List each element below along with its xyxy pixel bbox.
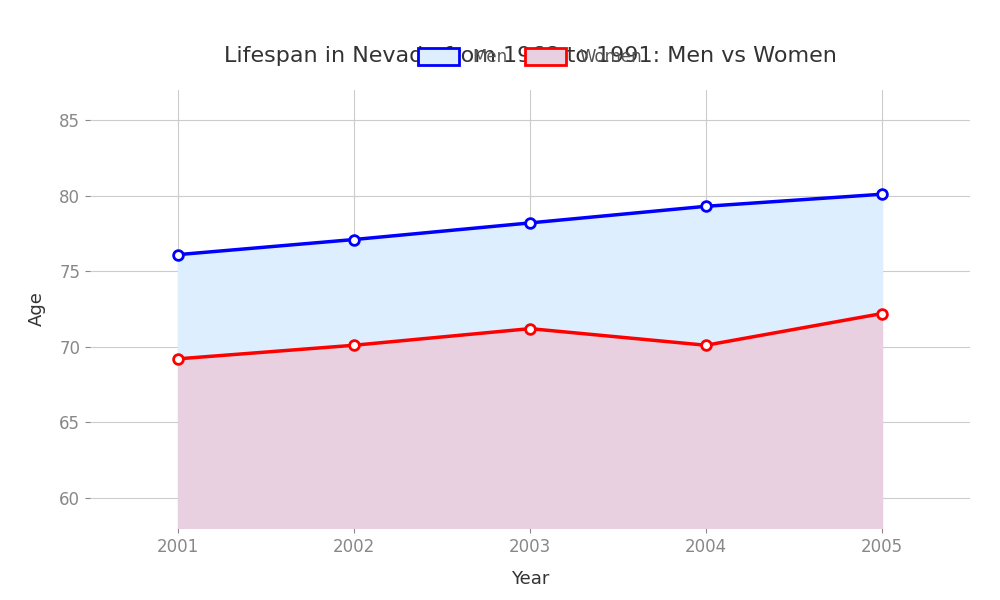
Legend: Men, Women: Men, Women (411, 41, 649, 73)
Y-axis label: Age: Age (27, 292, 45, 326)
X-axis label: Year: Year (511, 569, 549, 587)
Title: Lifespan in Nevada from 1968 to 1991: Men vs Women: Lifespan in Nevada from 1968 to 1991: Me… (224, 46, 836, 66)
